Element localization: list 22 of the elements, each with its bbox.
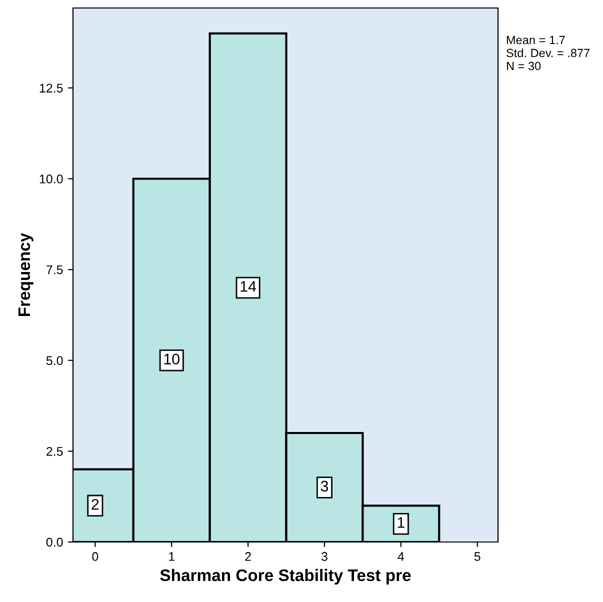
data-label: 3 bbox=[320, 480, 328, 492]
x-tick-label: 5 bbox=[474, 552, 480, 561]
text: Std. Dev. = .877 bbox=[506, 48, 590, 58]
data-label: 1 bbox=[398, 517, 404, 528]
y-tick-label: 7.5 bbox=[46, 265, 63, 274]
text: N = 30 bbox=[506, 62, 541, 70]
y-tick-label: 12.5 bbox=[40, 84, 63, 93]
data-label: 2 bbox=[92, 498, 99, 510]
data-label: 14 bbox=[240, 281, 256, 292]
y-axis-title: Frequency bbox=[18, 232, 34, 316]
y-tick-label: 10.0 bbox=[40, 174, 63, 184]
x-axis-title: Sharman Core Stability Test pre bbox=[160, 568, 411, 584]
x-tick-label: 3 bbox=[321, 552, 328, 561]
y-tick-label: 5.0 bbox=[46, 356, 63, 366]
x-tick-label: 4 bbox=[398, 552, 404, 561]
y-tick-label: 2.5 bbox=[46, 446, 63, 456]
data-label: 10 bbox=[164, 354, 180, 364]
text: Mean = 1.7 bbox=[506, 36, 565, 44]
x-tick-label: 1 bbox=[169, 552, 174, 561]
x-tick-label: 0 bbox=[92, 552, 98, 561]
y-tick-label: 0.0 bbox=[46, 538, 63, 547]
x-tick-label: 2 bbox=[245, 552, 251, 561]
